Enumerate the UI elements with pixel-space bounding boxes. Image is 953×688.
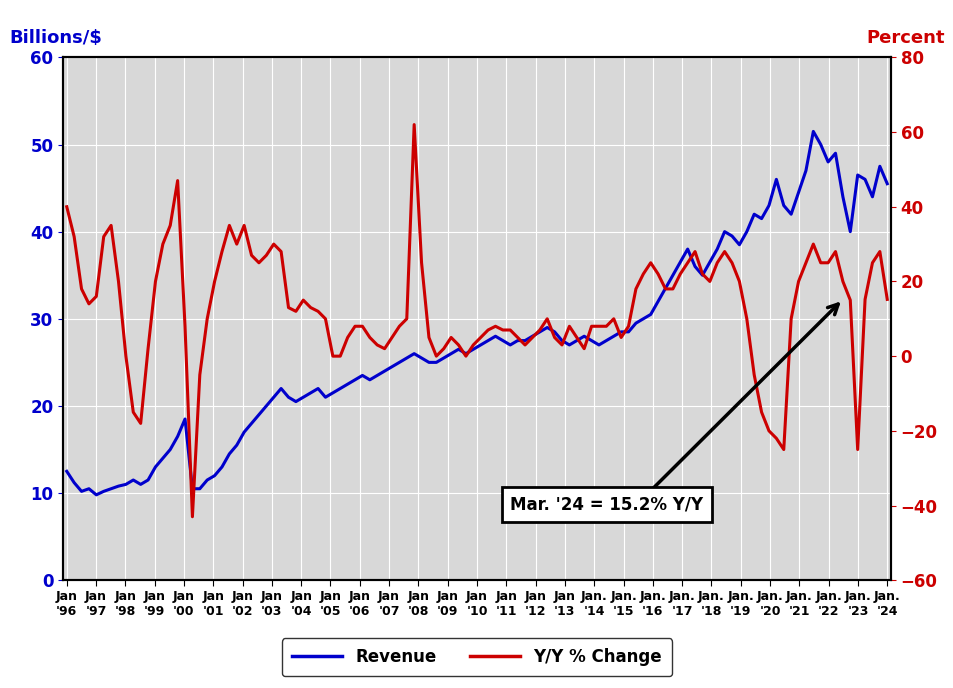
Legend: Revenue, Y/Y % Change: Revenue, Y/Y % Change [282,638,671,676]
Text: Percent: Percent [865,29,943,47]
Text: Mar. '24 = 15.2% Y/Y: Mar. '24 = 15.2% Y/Y [510,495,702,513]
Text: Billions/$: Billions/$ [10,29,102,47]
